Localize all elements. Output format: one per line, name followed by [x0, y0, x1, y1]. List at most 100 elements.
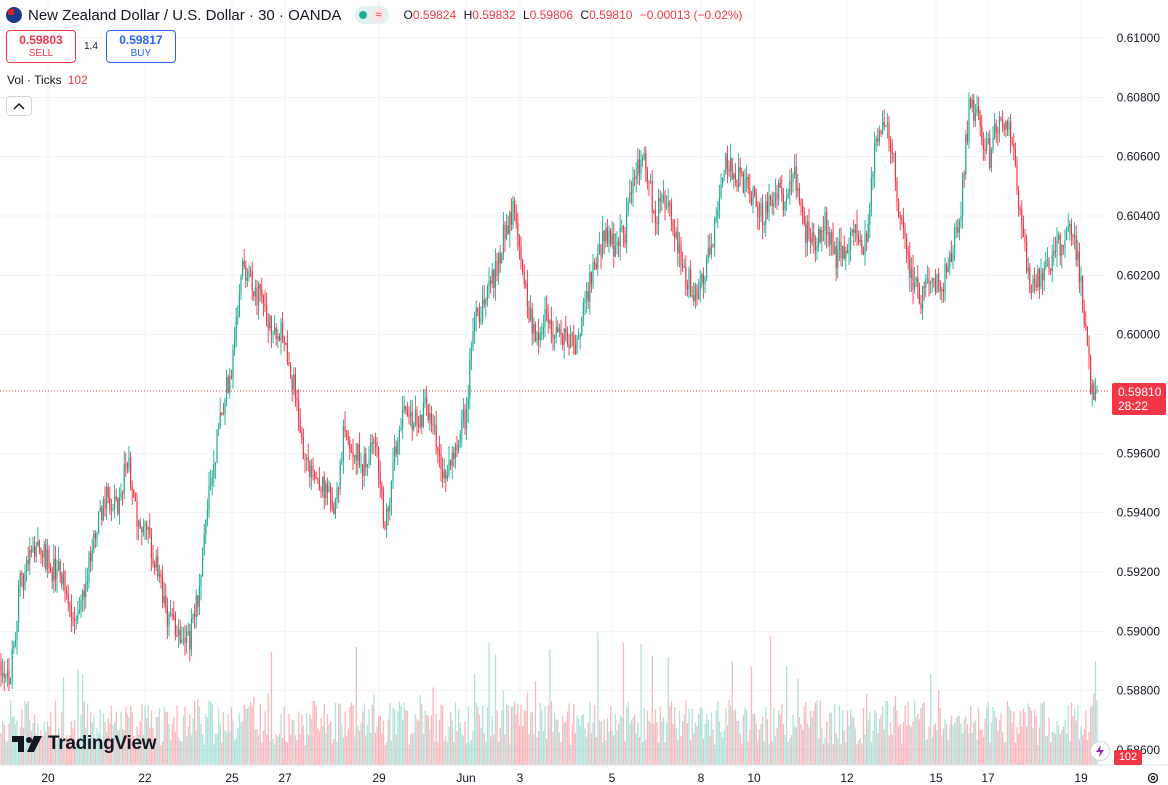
time-axis[interactable]: 20 22 25 27 29 Jun 3 5 8 10 12 15 17 19 — [0, 764, 1168, 785]
candle-body — [442, 469, 444, 479]
candle-body — [130, 457, 132, 486]
candle-body — [966, 134, 968, 142]
volume-bar — [1003, 742, 1005, 765]
candle-body — [965, 134, 967, 175]
volume-bar — [587, 722, 589, 765]
time-tick-label: 10 — [747, 771, 761, 785]
candle-body — [597, 253, 599, 270]
candle-body — [182, 638, 184, 640]
volume-bar — [594, 704, 596, 765]
volume-bar — [262, 730, 265, 765]
volume-bar — [874, 709, 876, 765]
volume-bar — [1061, 729, 1063, 765]
candle-body — [355, 455, 357, 461]
candle-body — [214, 462, 216, 465]
chart-grid — [0, 0, 1104, 765]
volume-bar — [658, 742, 660, 765]
candle-body — [138, 520, 140, 527]
volume-bar — [859, 738, 861, 765]
candle-body — [592, 262, 594, 285]
symbol-title[interactable]: New Zealand Dollar / U.S. Dollar · 30 · … — [28, 6, 342, 24]
volume-bar — [816, 700, 818, 765]
volume-bar — [72, 728, 74, 765]
candle-body — [853, 229, 855, 233]
volume-bar — [374, 732, 377, 765]
candle-body — [736, 179, 738, 188]
candle-body — [24, 571, 26, 590]
open-label: O — [403, 8, 413, 22]
candle-body — [586, 291, 588, 299]
volume-bar — [485, 741, 487, 765]
candle-body — [1051, 255, 1053, 271]
candle-body — [664, 194, 666, 208]
volume-bar — [861, 743, 863, 765]
volume-bar — [886, 701, 889, 765]
volume-bar — [102, 713, 105, 765]
candle-body — [515, 213, 517, 223]
gear-icon[interactable] — [1146, 771, 1160, 785]
candle-body — [571, 334, 573, 336]
candle-body — [1069, 224, 1071, 227]
candle-body — [314, 471, 316, 478]
candle-body — [910, 268, 912, 278]
candle-body — [1045, 260, 1047, 268]
volume-bar — [1048, 717, 1050, 765]
volume-bar — [358, 730, 361, 765]
volume-bar — [579, 725, 581, 765]
candle-body — [400, 427, 402, 430]
volume-bar — [202, 734, 204, 765]
volume-bar — [205, 713, 207, 765]
candle-body — [402, 409, 404, 428]
volume-bar — [323, 703, 325, 765]
candle-body — [254, 287, 256, 297]
volume-bar — [363, 703, 365, 765]
candle-body — [158, 573, 160, 577]
volume-bar — [810, 710, 812, 765]
candle-body — [842, 245, 844, 259]
candle-body — [917, 277, 919, 288]
volume-bar — [536, 736, 538, 765]
volume-bar — [947, 739, 949, 765]
volume-indicator-legend[interactable]: Vol · Ticks 102 — [7, 73, 88, 87]
time-tick-label: 19 — [1074, 771, 1088, 785]
candle-body — [738, 166, 740, 188]
price-tick-label: 0.60400 — [1117, 209, 1161, 223]
volume-bar — [315, 707, 317, 765]
volume-bar — [1067, 705, 1069, 765]
candle-body — [323, 476, 325, 499]
volume-bar — [230, 707, 233, 765]
market-status-pill[interactable]: ≈ — [355, 6, 390, 24]
candle-body — [811, 232, 813, 244]
collapse-legend-button[interactable] — [6, 96, 32, 116]
candle-body — [29, 549, 31, 565]
volume-bar — [517, 704, 519, 765]
buy-button[interactable]: 0.59817 BUY — [105, 30, 176, 63]
volume-bar — [904, 705, 906, 765]
volume-bar — [522, 726, 524, 765]
volume-bar — [821, 727, 823, 765]
sell-button[interactable]: 0.59803 SELL — [6, 30, 76, 63]
volume-bar — [488, 643, 490, 765]
volume-bar — [800, 724, 802, 765]
volume-bar — [920, 707, 922, 765]
close-value: 0.59810 — [589, 8, 633, 22]
candle-body — [517, 222, 519, 238]
candle-body — [1064, 239, 1066, 248]
volume-bar — [387, 719, 389, 765]
candle-body — [667, 202, 669, 207]
candle-body — [18, 586, 20, 622]
volume-bar — [853, 717, 855, 765]
candle-body — [762, 202, 764, 226]
candle-body — [598, 245, 600, 254]
candle-body — [850, 231, 852, 251]
volume-bar — [421, 703, 423, 765]
volume-bar — [638, 737, 641, 765]
volume-bar — [784, 734, 786, 765]
candle-body — [747, 177, 749, 189]
lightning-icon[interactable] — [1090, 741, 1110, 761]
volume-bar — [2, 721, 4, 765]
tradingview-logo[interactable]: TradingView — [12, 733, 157, 755]
volume-bar — [56, 739, 58, 765]
volume-bar — [560, 742, 562, 765]
